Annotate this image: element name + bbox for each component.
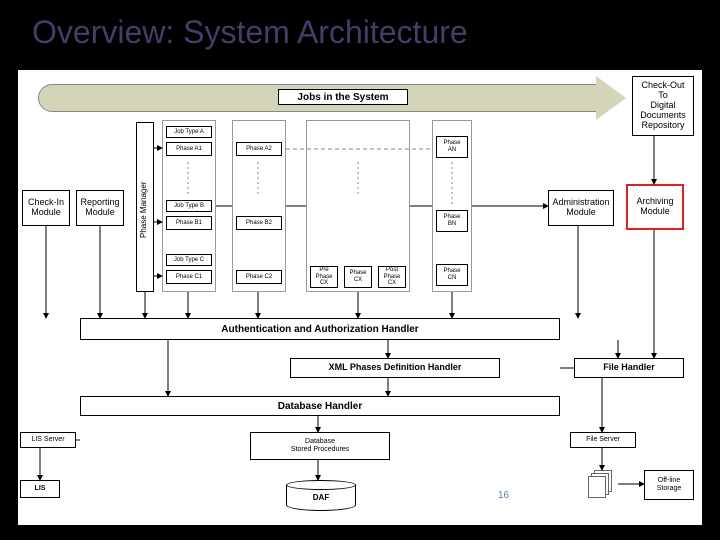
lis-box: LIS	[20, 480, 60, 498]
jobs-arrow-head	[596, 76, 626, 120]
daf-cylinder: DAF	[286, 480, 356, 511]
file-server: File Server	[570, 432, 636, 448]
col-outline-3	[306, 120, 410, 292]
offline-storage: Off-line Storage	[644, 470, 694, 500]
col-outline-4	[432, 120, 472, 292]
lis-server: LIS Server	[20, 432, 76, 448]
stored-proc: Database Stored Procedures	[250, 432, 390, 460]
file-handler: File Handler	[574, 358, 684, 378]
col-outline-1	[162, 120, 216, 292]
reporting-module: Reporting Module	[76, 190, 124, 226]
checkout-box: Check-Out To Digital Documents Repositor…	[632, 76, 694, 136]
auth-handler: Authentication and Authorization Handler	[80, 318, 560, 340]
diagram-canvas: Jobs in the System Check-Out To Digital …	[18, 70, 702, 525]
archiving-module: Archiving Module	[626, 184, 684, 230]
page-number: 16	[498, 490, 509, 501]
db-handler: Database Handler	[80, 396, 560, 416]
phase-manager-label: Phase Manager	[139, 170, 148, 250]
slide-title: Overview: System Architecture	[0, 0, 720, 51]
xml-handler: XML Phases Definition Handler	[290, 358, 500, 378]
documents-icon	[588, 470, 618, 500]
col-outline-2	[232, 120, 286, 292]
check-in-module: Check-In Module	[22, 190, 70, 226]
jobs-label: Jobs in the System	[278, 89, 408, 105]
admin-module: Administration Module	[548, 190, 614, 226]
